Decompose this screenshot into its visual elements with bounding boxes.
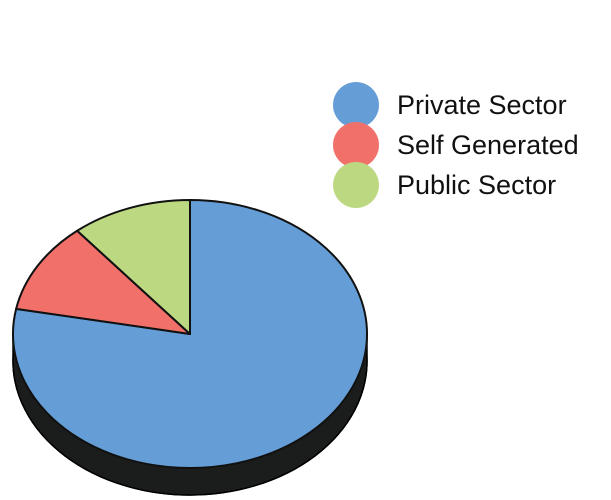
pie-slice-self-generated — [15, 229, 191, 335]
legend-item-private-sector: Private Sector — [333, 82, 579, 128]
pie-slice-public-sector — [76, 199, 191, 335]
legend-item-public-sector: Public Sector — [333, 162, 579, 208]
legend-label-public-sector: Public Sector — [397, 169, 557, 200]
legend-swatch-self-generated — [333, 122, 379, 168]
legend-swatch-private-sector — [333, 82, 379, 128]
legend-label-self-generated: Self Generated — [397, 129, 579, 160]
legend-item-self-generated: Self Generated — [333, 122, 579, 168]
legend: Private Sector Self Generated Public Sec… — [333, 82, 579, 210]
legend-swatch-public-sector — [333, 162, 379, 208]
legend-label-private-sector: Private Sector — [397, 89, 567, 120]
pie-slice-private-sector — [12, 199, 368, 469]
